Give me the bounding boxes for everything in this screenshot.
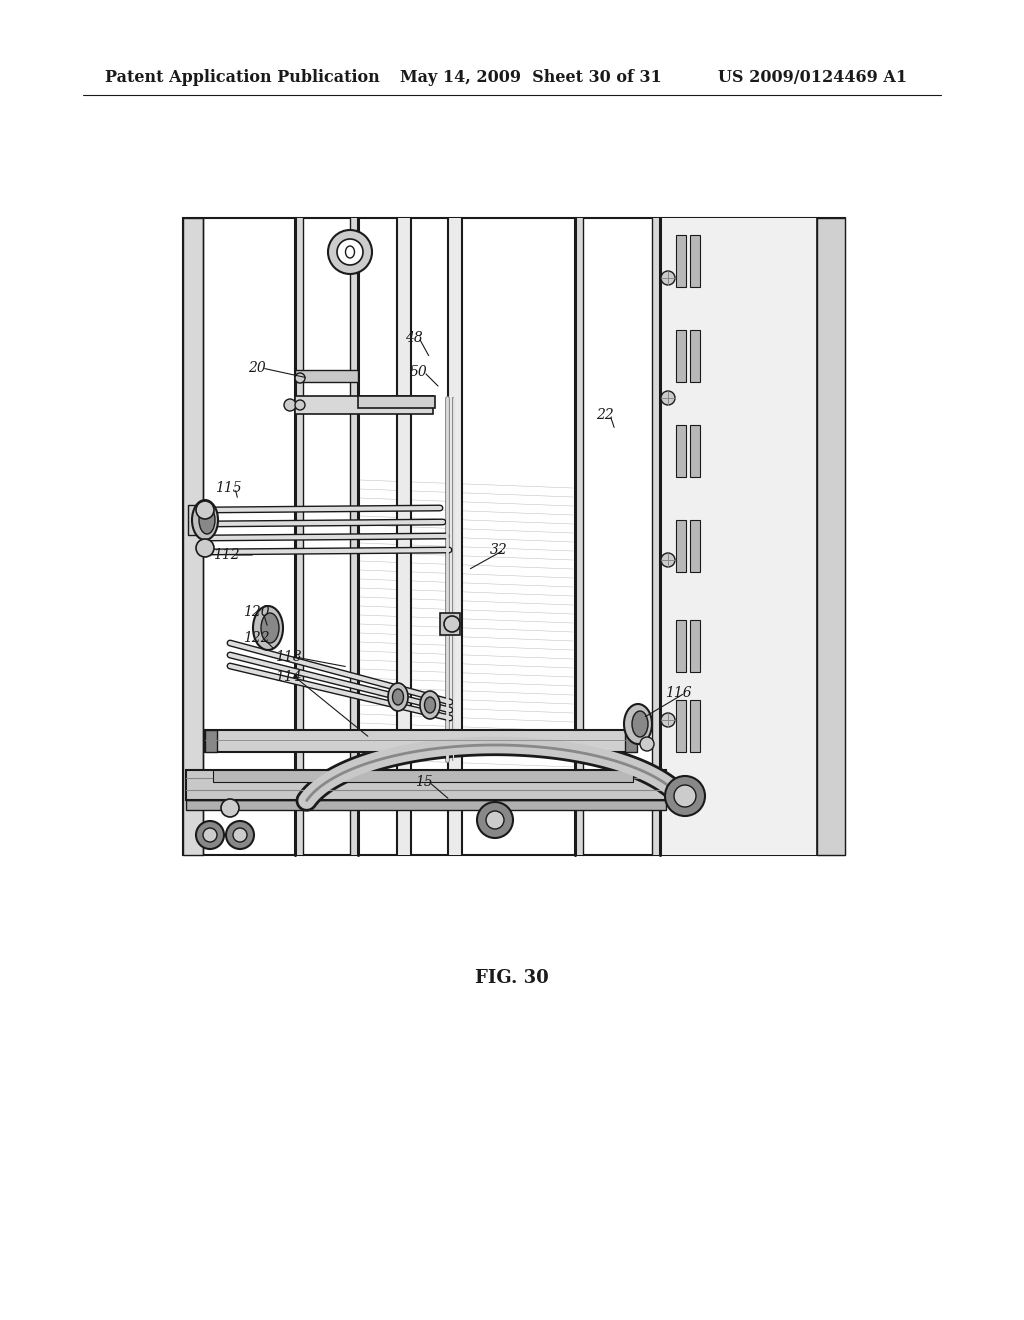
Circle shape [665, 776, 705, 816]
Text: FIG. 30: FIG. 30 [475, 969, 549, 987]
Text: Patent Application Publication: Patent Application Publication [105, 70, 380, 87]
Text: 120: 120 [243, 605, 269, 619]
Bar [652, 218, 660, 855]
Bar [440, 612, 460, 635]
Bar [213, 770, 633, 781]
Ellipse shape [425, 697, 435, 713]
Bar [676, 700, 686, 752]
Bar [690, 700, 700, 752]
Text: 112: 112 [213, 548, 240, 562]
Text: 114: 114 [275, 671, 302, 684]
Bar [295, 396, 433, 414]
Text: 48: 48 [406, 331, 423, 345]
Bar [625, 730, 637, 752]
Ellipse shape [193, 500, 218, 540]
Bar [676, 620, 686, 672]
Text: May 14, 2009  Sheet 30 of 31: May 14, 2009 Sheet 30 of 31 [400, 70, 662, 87]
Bar [676, 520, 686, 572]
Circle shape [221, 799, 239, 817]
Bar [676, 235, 686, 286]
Text: 118: 118 [275, 649, 302, 664]
Bar [186, 800, 666, 810]
Ellipse shape [388, 682, 408, 711]
Bar [449, 218, 462, 855]
Text: 15: 15 [415, 775, 433, 789]
Bar [205, 730, 217, 752]
Bar [398, 218, 411, 855]
Ellipse shape [624, 704, 652, 744]
Bar [350, 218, 358, 855]
Circle shape [295, 400, 305, 411]
Ellipse shape [632, 711, 648, 737]
Ellipse shape [392, 689, 403, 705]
Bar [575, 218, 583, 855]
Bar [358, 396, 435, 408]
Bar [188, 506, 208, 535]
Circle shape [662, 391, 675, 405]
Circle shape [486, 810, 504, 829]
Bar [690, 235, 700, 286]
Text: 122: 122 [243, 631, 269, 645]
Circle shape [662, 713, 675, 727]
Text: 32: 32 [490, 543, 508, 557]
Bar [183, 218, 203, 855]
Text: US 2009/0124469 A1: US 2009/0124469 A1 [718, 70, 907, 87]
Circle shape [226, 821, 254, 849]
Ellipse shape [253, 606, 283, 649]
Bar [676, 330, 686, 381]
Ellipse shape [420, 690, 440, 719]
Bar [183, 218, 845, 855]
Bar [676, 425, 686, 477]
Bar [205, 730, 635, 752]
Circle shape [295, 374, 305, 383]
Bar [817, 218, 845, 855]
Text: 50: 50 [410, 366, 428, 379]
Ellipse shape [341, 242, 359, 263]
Bar [690, 520, 700, 572]
Bar [690, 425, 700, 477]
Circle shape [196, 502, 214, 519]
Bar [690, 330, 700, 381]
Circle shape [674, 785, 696, 807]
Bar [295, 370, 358, 381]
Circle shape [233, 828, 247, 842]
Bar [660, 218, 845, 855]
Text: 20: 20 [248, 360, 266, 375]
Ellipse shape [345, 246, 354, 257]
Circle shape [662, 271, 675, 285]
Circle shape [640, 737, 654, 751]
Text: 22: 22 [596, 408, 613, 422]
Circle shape [444, 616, 460, 632]
Circle shape [196, 821, 224, 849]
Circle shape [662, 553, 675, 568]
Bar [295, 218, 303, 855]
Text: 115: 115 [215, 480, 242, 495]
Ellipse shape [199, 506, 215, 535]
Circle shape [196, 539, 214, 557]
Circle shape [477, 803, 513, 838]
Bar [690, 620, 700, 672]
Bar [186, 770, 666, 800]
Ellipse shape [261, 612, 279, 643]
Circle shape [203, 828, 217, 842]
Circle shape [337, 239, 362, 265]
Circle shape [328, 230, 372, 275]
Circle shape [284, 399, 296, 411]
Text: 116: 116 [665, 686, 691, 700]
